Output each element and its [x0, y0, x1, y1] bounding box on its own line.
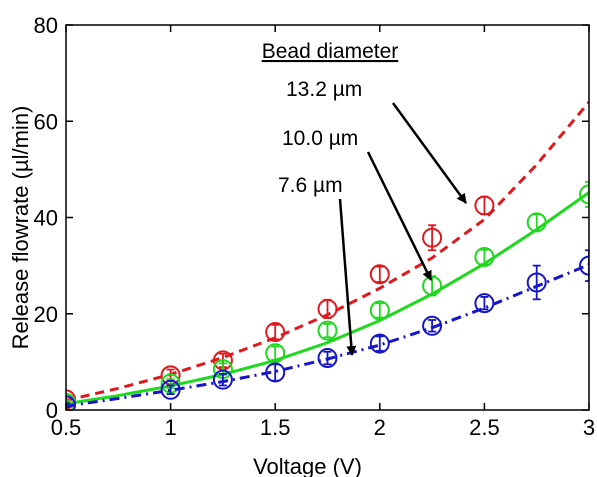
x-tick-label: 2 [374, 415, 386, 440]
data-point [265, 322, 286, 343]
y-tick-label: 40 [34, 206, 58, 231]
data-point [265, 362, 286, 383]
axis-layer: 0.5 1 1.5 2 2.5 3 0 20 40 60 80 Voltage (V) Release … [8, 13, 595, 477]
x-tick-label: 0.5 [51, 415, 82, 440]
data-point [474, 246, 495, 267]
data-point [474, 293, 495, 314]
data-point [526, 212, 547, 233]
y-tick-label: 80 [34, 13, 58, 38]
series-2 [66, 249, 589, 410]
data-point [422, 227, 443, 248]
data-point [369, 300, 390, 321]
legend-title: Bead diameter [262, 40, 399, 63]
data-point [160, 379, 181, 400]
data-point [369, 333, 390, 354]
data-point [422, 315, 443, 336]
fit-line [66, 191, 589, 406]
data-point [317, 348, 338, 369]
data-point [474, 195, 495, 216]
data-point [317, 298, 338, 319]
x-tick-label: 2.5 [469, 415, 500, 440]
series-label-10-0um: 10.0 µm [282, 127, 358, 150]
x-axis-title: Voltage (V) [253, 454, 362, 477]
x-tick-label: 1.5 [260, 415, 291, 440]
series-label-7-6um: 7.6 µm [278, 174, 343, 197]
data-point [317, 320, 338, 341]
y-tick-label: 20 [34, 302, 58, 327]
data-point [526, 272, 547, 293]
data-point [579, 184, 589, 205]
arrow-10-0um [366, 151, 433, 281]
x-tick-label: 3 [583, 415, 595, 440]
arrow-7-6um [338, 198, 357, 356]
series-label-13-2um: 13.2 µm [286, 78, 362, 101]
y-tick-label: 60 [34, 109, 58, 134]
data-point [579, 255, 589, 276]
data-point [212, 369, 233, 390]
y-tick-label: 0 [46, 398, 58, 423]
data-point [265, 343, 286, 364]
series-1 [66, 180, 589, 410]
data-point [422, 275, 443, 296]
data-point [66, 395, 76, 410]
data-point [369, 264, 390, 285]
arrow-13-2um [391, 102, 468, 204]
x-tick-label: 1 [164, 415, 176, 440]
series-layer [66, 101, 589, 410]
y-axis-title: Release flowrate (µl/min) [8, 106, 33, 350]
